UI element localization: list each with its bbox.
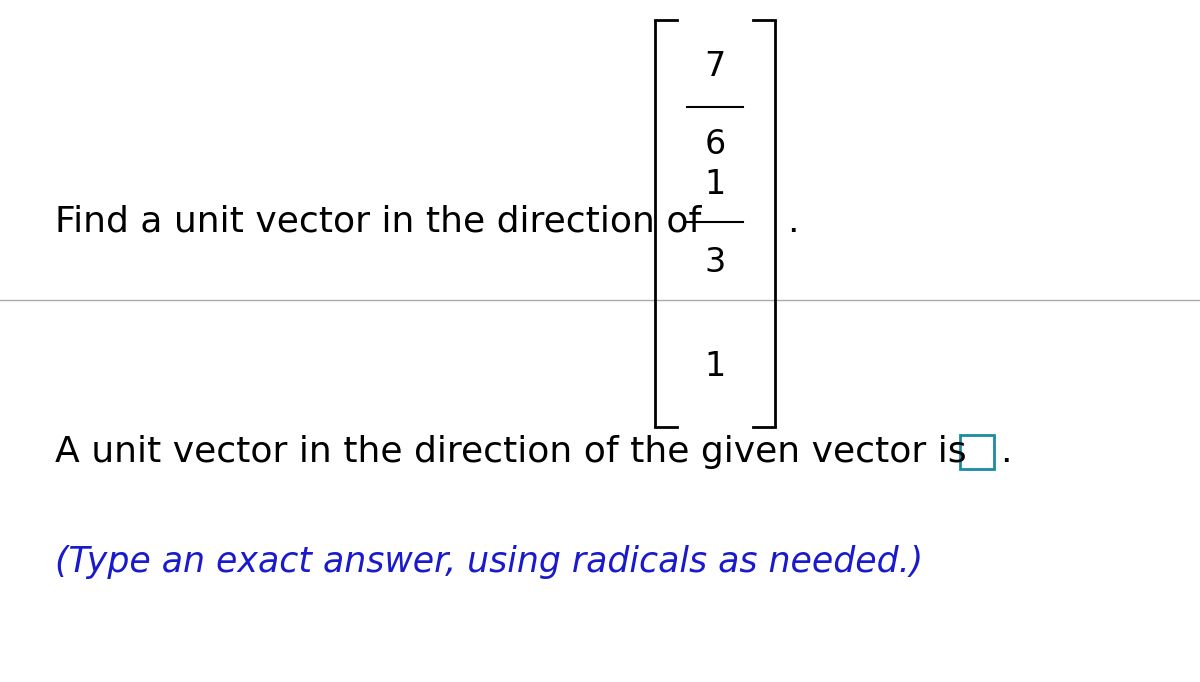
Bar [960, 435, 994, 469]
Text: A unit vector in the direction of the given vector is: A unit vector in the direction of the gi… [55, 435, 967, 469]
Text: (Type an exact answer, using radicals as needed.): (Type an exact answer, using radicals as… [55, 545, 923, 579]
Text: 3: 3 [704, 246, 726, 278]
Text: Find a unit vector in the direction of: Find a unit vector in the direction of [55, 205, 701, 239]
Text: 1: 1 [704, 168, 726, 201]
Text: 1: 1 [704, 349, 726, 383]
Text: 6: 6 [704, 128, 726, 162]
Text: .: . [1000, 435, 1012, 469]
Text: 7: 7 [704, 50, 726, 83]
Text: .: . [787, 205, 798, 239]
